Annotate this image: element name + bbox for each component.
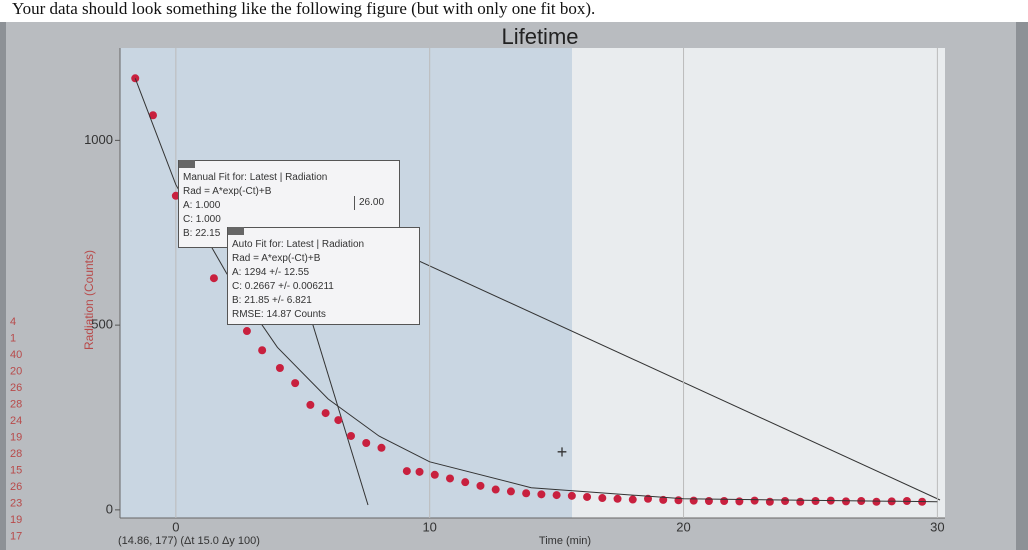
side-number: 1 [10,332,16,344]
data-point [347,432,355,440]
data-point [492,486,500,494]
side-number: 17 [10,530,22,542]
data-point [446,474,454,482]
data-point [306,401,314,409]
data-point [842,497,850,505]
data-point [872,498,880,506]
caption: Your data should look something like the… [12,0,595,18]
data-point [291,379,299,387]
data-point [258,346,266,354]
data-point [568,492,576,500]
data-point [243,327,251,335]
data-point [377,444,385,452]
x-tick-label: 20 [676,519,690,534]
data-point [476,482,484,490]
box-line: Manual Fit for: Latest | Radiation [183,171,395,185]
data-point [690,497,698,505]
data-point [553,491,561,499]
x-tick-label: 30 [930,519,944,534]
data-point [598,494,606,502]
box-line: A: 1294 +/- 12.55 [232,266,415,280]
data-point [796,498,804,506]
data-point [781,497,789,505]
screen: {"caption": "Your data should look somet… [0,0,1028,550]
side-number: 40 [10,349,22,361]
data-point [705,497,713,505]
data-point [431,471,439,479]
y-tick-label: 0 [106,501,113,516]
data-point [720,497,728,505]
crosshair: + [557,442,568,462]
data-point [583,493,591,501]
box-line: B: 21.85 +/- 6.821 [232,294,415,308]
box-handle [179,160,195,168]
side-number: 26 [10,382,22,394]
chart-title: Lifetime [501,24,578,49]
box-line: C: 1.000 [183,213,395,227]
data-point [461,478,469,486]
x-tick-label: 10 [422,519,436,534]
side-number: 15 [10,464,22,476]
side-number: 4 [10,316,16,328]
box-line: RMSE: 14.87 Counts [232,308,415,322]
box-line: Rad = A*exp(-Ct)+B [232,252,415,266]
status: (14.86, 177) (Δt 15.0 Δy 100) [118,535,260,547]
data-point [416,468,424,476]
side-number: 24 [10,415,22,427]
x-axis-label: Time (min) [539,535,591,547]
data-point [629,496,637,504]
data-point [812,497,820,505]
data-point [322,409,330,417]
data-point [334,416,342,424]
data-point [674,496,682,504]
side-number: 19 [10,431,22,443]
y-axis-label: Radiation (Counts) [82,250,96,350]
box-line: C: 0.2667 +/- 0.006211 [232,280,415,294]
chart: Your data should look something like the… [0,0,1028,550]
data-point [537,490,545,498]
data-point [522,489,530,497]
data-point [751,497,759,505]
side-number: 20 [10,365,22,377]
y-tick-label: 1000 [84,132,113,147]
box-side: 26.00 [354,196,384,210]
side-number: 19 [10,514,22,526]
data-point [766,498,774,506]
box-line: Auto Fit for: Latest | Radiation [232,238,415,252]
box-handle [228,227,244,235]
y-tick-label: 500 [91,317,113,332]
side-number: 28 [10,398,22,410]
side-number: 23 [10,497,22,509]
data-point [210,274,218,282]
data-point [403,467,411,475]
data-point [507,487,515,495]
data-point [362,439,370,447]
data-point [614,495,622,503]
data-point [735,497,743,505]
x-tick-label: 0 [172,519,179,534]
side-number: 28 [10,448,22,460]
data-point [276,364,284,372]
side-number: 26 [10,481,22,493]
